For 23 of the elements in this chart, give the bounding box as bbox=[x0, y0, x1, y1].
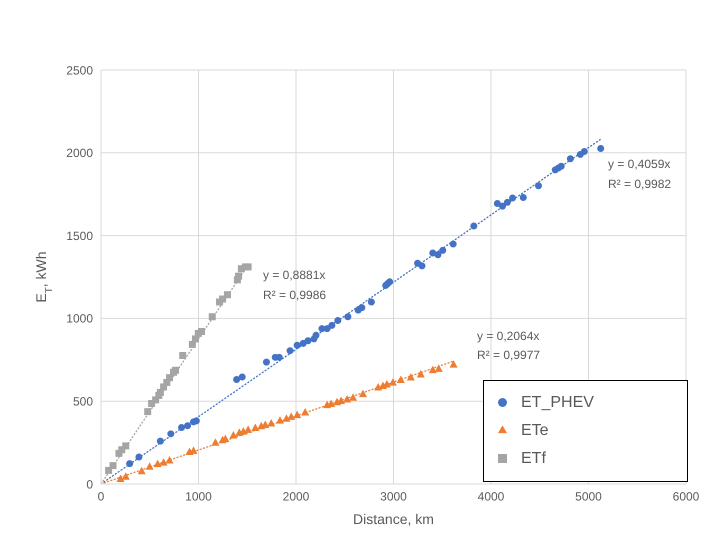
x-tick-label: 6000 bbox=[672, 490, 700, 504]
y-tick-label: 2000 bbox=[66, 146, 94, 160]
y-tick-label: 2500 bbox=[66, 63, 94, 78]
annotation: y = 0,8881x bbox=[263, 268, 326, 282]
x-tick-label: 2000 bbox=[282, 490, 310, 504]
y-tick-label: 0 bbox=[86, 477, 94, 492]
y-tick-label: 500 bbox=[72, 394, 94, 408]
x-tick-label: 4000 bbox=[478, 490, 505, 504]
x-tick-label: 3000 bbox=[380, 490, 408, 504]
x-axis-title: Distance, km bbox=[353, 511, 434, 527]
annotation: R² = 0,9986 bbox=[263, 288, 326, 302]
annotation: y = 0,2064x bbox=[477, 329, 540, 343]
x-tick-label: 1000 bbox=[185, 490, 212, 504]
legend-label: ETf bbox=[521, 450, 546, 467]
annotation: R² = 0,9982 bbox=[608, 177, 672, 191]
annotation: y = 0,4059x bbox=[608, 157, 670, 171]
y-tick-label: 1500 bbox=[66, 228, 94, 243]
legend-label: ET_PHEV bbox=[521, 394, 594, 411]
x-tick-label: 5000 bbox=[575, 490, 602, 504]
legend-label: ETe bbox=[521, 422, 549, 439]
x-tick-label: 0 bbox=[98, 490, 105, 504]
y-tick-label: 1000 bbox=[66, 312, 94, 326]
annotation: R² = 0,9977 bbox=[477, 348, 540, 362]
